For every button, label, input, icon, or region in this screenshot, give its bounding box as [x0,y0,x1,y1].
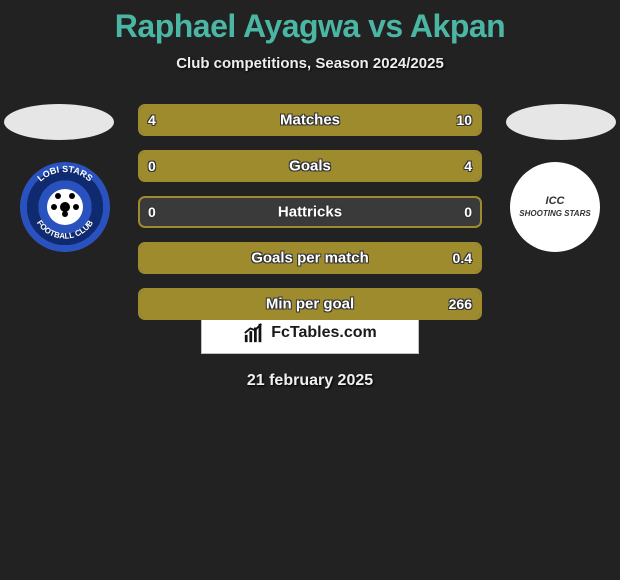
stat-row: 410Matches [138,104,482,136]
player-avatar-right [506,104,616,140]
player-avatar-left [4,104,114,140]
date-text: 21 february 2025 [0,372,620,390]
stat-bars: 410Matches 04Goals 0 0Hattricks 0.4Goals per… [138,104,482,334]
subtitle: Club competitions, Season 2024/2025 [0,55,620,72]
club-badge-left: LOBI STARS FOOTBALL CLUB [20,162,110,252]
page-title: Raphael Ayagwa vs Akpan [0,0,620,45]
stat-fill-right [140,290,480,318]
stat-label: Hattricks [140,204,480,221]
stat-fill-left [140,106,237,134]
stat-value-right: 0 [464,204,472,220]
svg-text:LOBI STARS: LOBI STARS [35,164,94,183]
svg-text:FOOTBALL CLUB: FOOTBALL CLUB [35,218,95,240]
club-badge-right: ICCSHOOTING STARS [510,162,600,252]
club-badge-left-text: LOBI STARS FOOTBALL CLUB [20,162,110,252]
stat-fill-right [237,106,480,134]
stat-fill-right [140,152,480,180]
stat-row: 0 0Hattricks [138,196,482,228]
club-badge-right-text: ICCSHOOTING STARS [519,195,590,219]
stat-fill-right [140,244,480,272]
stat-value-left: 0 [148,204,156,220]
stat-row: 266Min per goal [138,288,482,320]
stat-row: 0.4Goals per match [138,242,482,274]
stat-row: 04Goals [138,150,482,182]
